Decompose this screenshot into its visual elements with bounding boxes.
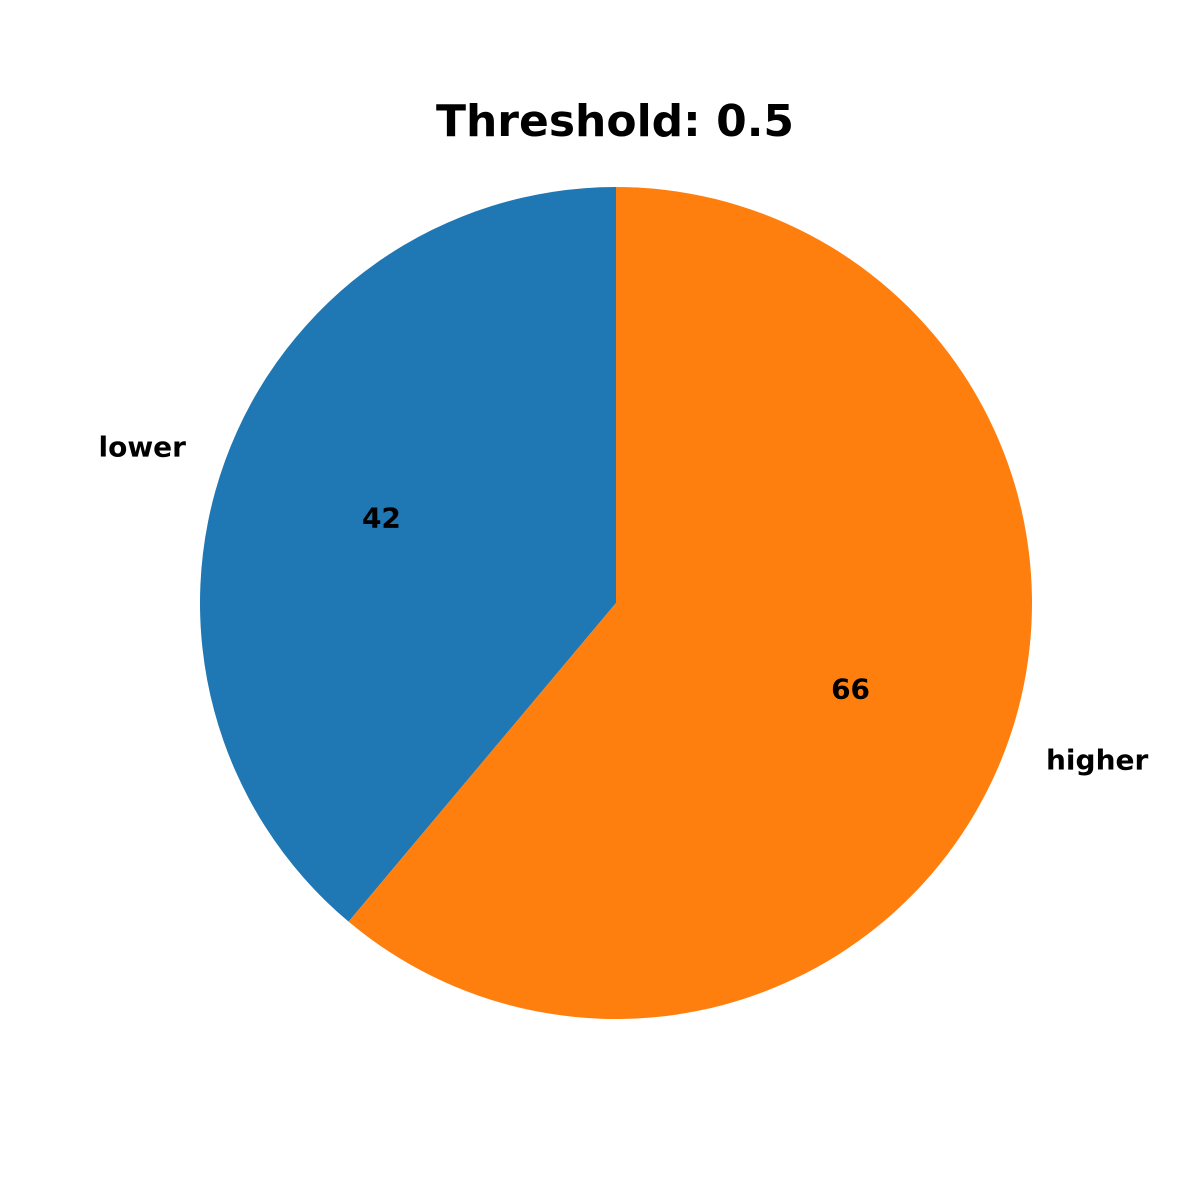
- pie-labels: lower 42 higher 66: [98, 430, 1148, 776]
- slice-label-lower: lower: [98, 430, 186, 463]
- slice-value-lower: 42: [362, 502, 401, 535]
- pie-slice-lower: [199, 187, 616, 922]
- slice-label-higher: higher: [1046, 744, 1148, 777]
- pie-slice-higher: [348, 187, 1032, 1019]
- chart-title: Threshold: 0.5: [436, 96, 794, 147]
- pie-slices: [199, 187, 1032, 1019]
- slice-value-higher: 66: [831, 672, 870, 705]
